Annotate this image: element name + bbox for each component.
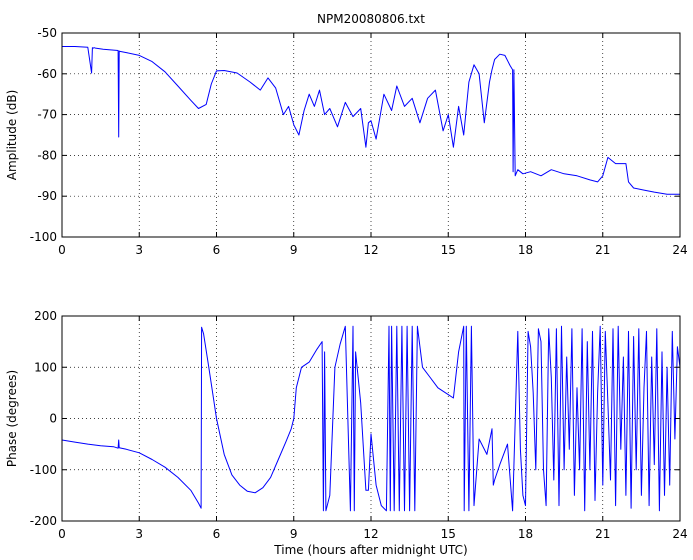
x-tick-label: 21 xyxy=(595,243,610,257)
x-tick-label: 18 xyxy=(518,243,533,257)
x-tick-label: 24 xyxy=(672,243,687,257)
y-tick-label: -90 xyxy=(37,189,57,203)
series-line xyxy=(61,325,681,512)
plot-area xyxy=(62,33,680,237)
y-tick-label: -50 xyxy=(37,26,57,40)
y-axis-title: Amplitude (dB) xyxy=(5,90,19,181)
y-tick-label: -100 xyxy=(30,463,57,477)
phase-panel: 0 3 6 9 12 15 18 21 24 -200 -100 0 100 200 Phase (degr… xyxy=(5,309,688,557)
y-tick-label: -80 xyxy=(37,148,57,162)
amplitude-panel: 0 3 6 9 12 15 18 21 24 -100 -90 -80 -70 -60 -50 Amplitu… xyxy=(5,12,688,257)
chart-title: NPM20080806.txt xyxy=(317,12,425,26)
x-tick-label: 21 xyxy=(595,527,610,541)
x-tick-label: 18 xyxy=(518,527,533,541)
x-axis-title: Time (hours after midnight UTC) xyxy=(273,543,467,557)
y-tick-label: 100 xyxy=(34,360,57,374)
x-tick-label: 0 xyxy=(58,243,66,257)
x-tick-label: 6 xyxy=(213,243,221,257)
series-line xyxy=(62,46,680,195)
x-tick-label: 12 xyxy=(363,527,378,541)
y-tick-label: 0 xyxy=(49,412,57,426)
x-tick-label: 0 xyxy=(58,527,66,541)
x-tick-label: 15 xyxy=(441,243,456,257)
x-tick-label: 9 xyxy=(290,243,298,257)
x-tick-label: 3 xyxy=(135,243,143,257)
y-axis-title: Phase (degrees) xyxy=(5,370,19,467)
y-tick-label: 200 xyxy=(34,309,57,323)
x-tick-label: 12 xyxy=(363,243,378,257)
x-tick-label: 6 xyxy=(213,527,221,541)
y-tick-label: -200 xyxy=(30,514,57,528)
x-tick-label: 3 xyxy=(135,527,143,541)
x-tick-label: 24 xyxy=(672,527,687,541)
x-tick-label: 15 xyxy=(441,527,456,541)
y-tick-label: -100 xyxy=(30,230,57,244)
y-tick-label: -60 xyxy=(37,67,57,81)
x-tick-label: 9 xyxy=(290,527,298,541)
y-tick-label: -70 xyxy=(37,108,57,122)
